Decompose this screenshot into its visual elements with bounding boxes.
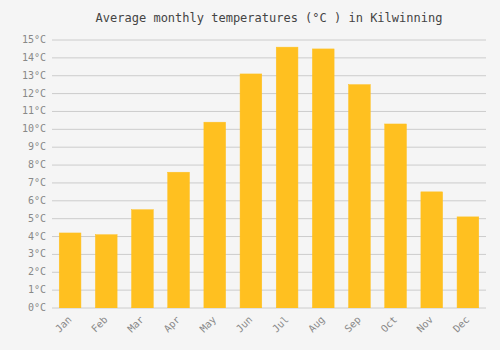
x-tick-label: Mar (125, 314, 146, 335)
x-tick-label: Jun (234, 314, 255, 335)
bar (240, 74, 262, 308)
bar (95, 235, 117, 308)
grid-line (52, 147, 486, 148)
y-tick-label: 2°C (28, 266, 46, 277)
grid-line (52, 165, 486, 166)
grid-line (52, 111, 486, 112)
x-tick-label: Feb (89, 314, 110, 335)
bar (457, 217, 479, 308)
x-tick-label: Jul (270, 314, 291, 335)
grid-line (52, 57, 486, 58)
y-tick-label: 7°C (28, 177, 46, 188)
grid-line (52, 40, 486, 41)
bar (385, 124, 407, 308)
y-tick-label: 0°C (28, 302, 46, 313)
grid-line (52, 182, 486, 183)
y-tick-label: 12°C (22, 88, 46, 99)
y-tick-label: 14°C (22, 52, 46, 63)
chart-container: 0°C 1°C 2°C 3°C 4°C 5°C 6°C 7°C 8°C 9°C 10°C 11°C 12… (0, 0, 500, 350)
x-tick-label: Nov (415, 314, 436, 335)
x-axis: Jan Feb Mar Apr May Jun Jul Aug Sep Oct Nov Dec (53, 314, 471, 335)
x-tick-label: Jan (53, 314, 74, 335)
grid-line (52, 129, 486, 130)
y-tick-label: 6°C (28, 195, 46, 206)
chart: 0°C 1°C 2°C 3°C 4°C 5°C 6°C 7°C 8°C 9°C 10°C 11°C 12… (0, 0, 500, 350)
bar (204, 122, 226, 308)
y-axis: 0°C 1°C 2°C 3°C 4°C 5°C 6°C 7°C 8°C 9°C 10°C 11°C 12… (22, 34, 486, 313)
title: Average monthly temperatures (°C ) in Ki… (96, 11, 443, 25)
x-tick-label: Aug (306, 314, 327, 335)
bar (312, 49, 334, 308)
y-tick-label: 9°C (28, 141, 46, 152)
grid-line (52, 93, 486, 94)
y-tick-label: 8°C (28, 159, 46, 170)
background (0, 0, 500, 350)
y-tick-label: 15°C (22, 34, 46, 45)
bars (59, 47, 479, 308)
y-tick-label: 4°C (28, 231, 46, 242)
bar (168, 172, 190, 308)
y-tick-label: 3°C (28, 248, 46, 259)
bar (132, 210, 154, 308)
y-tick-label: 11°C (22, 105, 46, 116)
x-tick-label: May (198, 314, 219, 335)
y-tick-label: 13°C (22, 70, 46, 81)
bar (349, 85, 371, 308)
bar (276, 47, 298, 308)
bar (421, 192, 443, 308)
y-tick-label: 10°C (22, 123, 46, 134)
bar (59, 233, 81, 308)
grid-line (52, 75, 486, 76)
x-tick-label: Oct (379, 314, 400, 335)
y-tick-label: 1°C (28, 284, 46, 295)
x-tick-label: Dec (451, 314, 472, 335)
x-tick-label: Sep (342, 314, 363, 335)
x-tick-label: Apr (162, 314, 183, 335)
y-tick-label: 5°C (28, 213, 46, 224)
